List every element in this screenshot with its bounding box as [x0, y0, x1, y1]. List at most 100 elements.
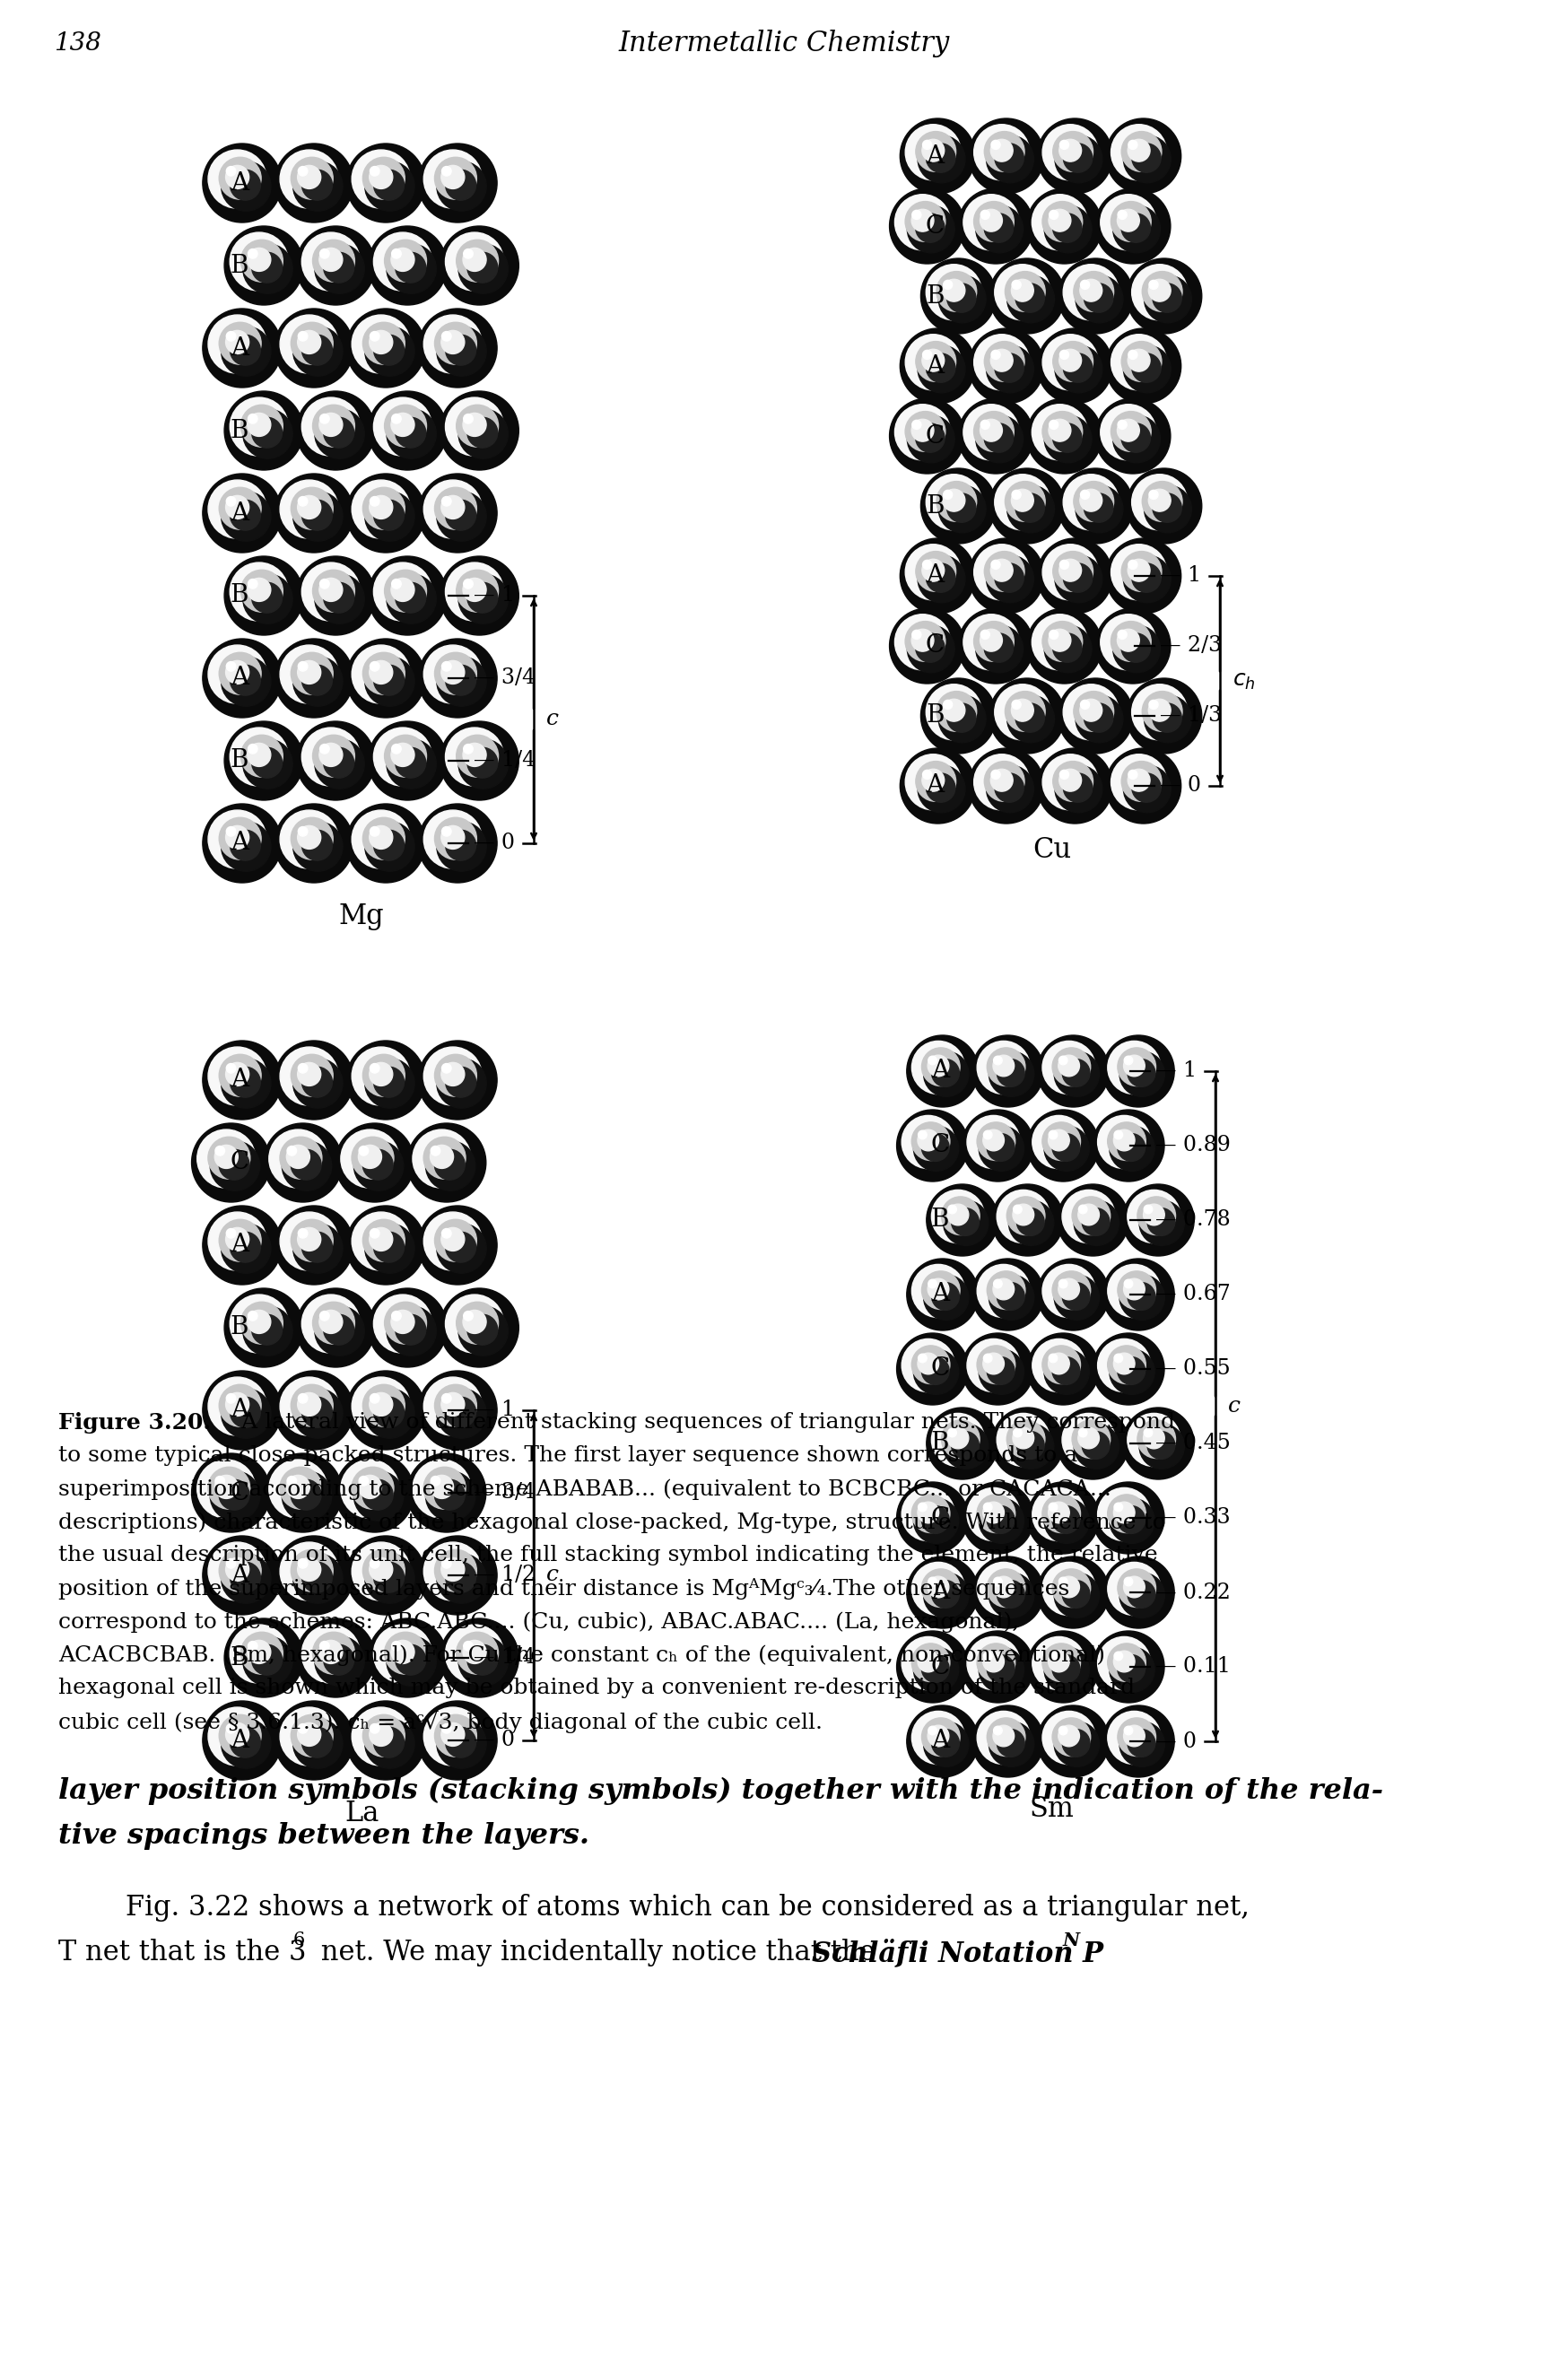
Circle shape — [993, 1576, 1013, 1597]
Circle shape — [977, 1122, 1014, 1160]
Circle shape — [395, 418, 425, 447]
Circle shape — [1148, 281, 1157, 288]
Circle shape — [1116, 1047, 1156, 1087]
Text: — 1: — 1 — [474, 1399, 514, 1420]
Circle shape — [900, 328, 975, 404]
Circle shape — [1121, 213, 1149, 243]
Circle shape — [1062, 1581, 1090, 1607]
Circle shape — [1058, 1725, 1079, 1746]
Text: Figure 3.20.: Figure 3.20. — [58, 1413, 210, 1434]
Circle shape — [916, 633, 944, 662]
Circle shape — [368, 1288, 447, 1368]
Circle shape — [1044, 1498, 1088, 1543]
Circle shape — [1032, 1115, 1085, 1170]
Circle shape — [390, 1309, 414, 1333]
Circle shape — [1107, 1642, 1145, 1682]
Circle shape — [301, 728, 361, 787]
Circle shape — [922, 350, 931, 359]
Circle shape — [1142, 272, 1182, 312]
Circle shape — [996, 1059, 1024, 1087]
Circle shape — [1076, 695, 1123, 742]
Circle shape — [905, 411, 946, 451]
Circle shape — [290, 158, 332, 198]
Circle shape — [1052, 1569, 1090, 1607]
Circle shape — [1041, 621, 1082, 662]
Circle shape — [209, 645, 267, 704]
Circle shape — [1011, 279, 1033, 302]
Circle shape — [347, 803, 425, 884]
Circle shape — [974, 336, 1029, 390]
Circle shape — [1127, 1730, 1154, 1758]
Circle shape — [936, 482, 975, 522]
Circle shape — [1041, 1345, 1080, 1385]
Circle shape — [1091, 1333, 1163, 1406]
Circle shape — [1079, 279, 1102, 302]
Circle shape — [441, 1392, 464, 1415]
Circle shape — [911, 1562, 964, 1616]
Circle shape — [1074, 1425, 1118, 1470]
Circle shape — [983, 1503, 991, 1512]
Circle shape — [463, 1311, 472, 1321]
Circle shape — [1054, 555, 1102, 603]
Circle shape — [986, 1569, 1024, 1607]
Circle shape — [248, 1311, 257, 1321]
Circle shape — [390, 248, 414, 272]
Circle shape — [226, 165, 235, 175]
Text: C: C — [230, 1482, 249, 1505]
Circle shape — [980, 631, 989, 638]
Circle shape — [370, 1063, 379, 1073]
Circle shape — [436, 1552, 486, 1604]
Circle shape — [240, 1302, 282, 1345]
Text: Sm: Sm — [1029, 1796, 1073, 1822]
Circle shape — [916, 132, 955, 172]
Circle shape — [1052, 1505, 1079, 1534]
Circle shape — [419, 1040, 497, 1120]
Circle shape — [1121, 1184, 1193, 1257]
Circle shape — [1062, 1283, 1090, 1309]
Circle shape — [1036, 749, 1112, 825]
Circle shape — [920, 1654, 949, 1682]
Circle shape — [977, 1642, 1014, 1682]
Circle shape — [1076, 484, 1123, 532]
Circle shape — [423, 149, 481, 208]
Circle shape — [1113, 1130, 1134, 1151]
Circle shape — [994, 265, 1049, 319]
Circle shape — [1052, 633, 1082, 662]
Circle shape — [436, 326, 486, 376]
Circle shape — [365, 1718, 414, 1768]
Circle shape — [279, 1137, 321, 1179]
Circle shape — [1127, 1581, 1154, 1607]
Circle shape — [221, 657, 271, 707]
Circle shape — [423, 811, 481, 870]
Circle shape — [224, 392, 303, 470]
Circle shape — [1073, 692, 1113, 733]
Circle shape — [463, 414, 472, 423]
Text: — 0.89: — 0.89 — [1154, 1134, 1229, 1156]
Circle shape — [243, 409, 292, 458]
Circle shape — [290, 1219, 332, 1262]
Circle shape — [230, 1295, 289, 1354]
Circle shape — [1121, 132, 1160, 172]
Circle shape — [1041, 1493, 1080, 1534]
Circle shape — [906, 1706, 978, 1777]
Circle shape — [441, 1229, 464, 1250]
Circle shape — [1102, 1557, 1174, 1628]
Circle shape — [925, 685, 982, 740]
Circle shape — [301, 336, 332, 366]
Circle shape — [226, 1063, 235, 1073]
Circle shape — [996, 1191, 1049, 1243]
Circle shape — [1113, 1354, 1123, 1363]
Circle shape — [1099, 404, 1156, 461]
Circle shape — [301, 397, 361, 456]
Circle shape — [1123, 1056, 1145, 1078]
Circle shape — [927, 1056, 949, 1078]
Circle shape — [1110, 336, 1167, 390]
Circle shape — [947, 1427, 967, 1449]
Circle shape — [209, 811, 267, 870]
Circle shape — [913, 1498, 958, 1543]
Circle shape — [290, 487, 332, 529]
Circle shape — [1005, 692, 1044, 733]
Circle shape — [351, 645, 409, 704]
Circle shape — [293, 657, 342, 707]
Text: La: La — [345, 1801, 379, 1827]
